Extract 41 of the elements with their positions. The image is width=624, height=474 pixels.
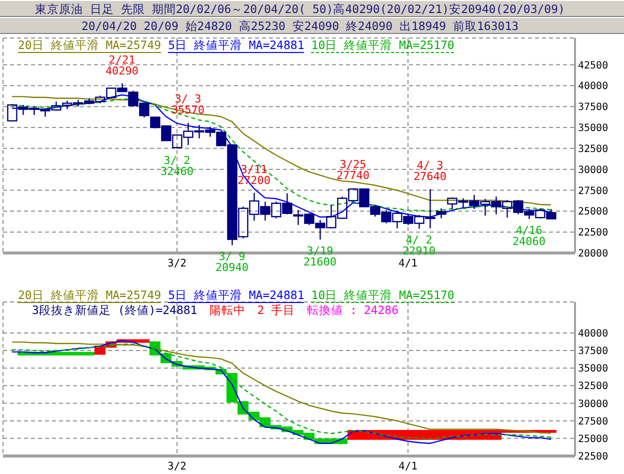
text: 10日 終値平滑 MA=25170 [311,288,454,303]
annotation: 3/ 9 20940 [215,250,249,274]
annotation: 陽転中 [209,303,246,317]
text: 5日 終値平滑 MA=24881 [168,38,304,53]
x-tick-label: 4/1 [398,257,418,270]
annotation: 3/ 2 32460 [160,154,194,178]
annotation: 4/16 24060 [512,224,546,248]
chart-title: 東京原油 日足 先限 期間20/02/06～20/04/20( 50)高40290(20/02/21)安20940(20/03/09) [0,0,624,17]
y-tick-label: 27500 [578,416,608,428]
y-tick-label: 37500 [578,346,608,358]
annotation: 2 手目 [257,303,296,317]
y-tick-label: 35000 [578,364,608,375]
y-tick-label: 35000 [578,123,608,134]
y-tick-label: 32500 [578,381,608,392]
y-tick-label: 22500 [578,228,608,239]
x-tick-label: 4/1 [398,460,418,472]
annotation: 3/25 27740 [336,158,370,182]
y-tick-label: 40000 [578,81,608,92]
annotation: 転換値 : 24286 [307,303,398,317]
y-tick-label: 40000 [578,328,608,340]
annotation: 4/ 3 27640 [413,159,447,184]
annotation: 3段抜き新値足 (終値)=24881 [32,303,198,317]
y-tick-label: 37500 [578,102,608,114]
y-tick-label: 30000 [578,398,608,410]
annotation: 3/19 21600 [303,244,337,269]
x-tick-label: 3/2 [168,257,186,270]
y-tick-label: 25000 [578,206,608,218]
text: 20日 終値平滑 MA=25749 [18,38,162,53]
x-tick-label: 3/2 [168,460,186,472]
y-tick-label: 22500 [578,452,608,463]
y-tick-label: 25000 [578,434,608,445]
y-tick-label: 27500 [578,186,608,197]
text: 5日 終値平滑 MA=24881 [168,288,304,303]
y-tick-label: 32500 [578,144,608,155]
y-tick-label: 20000 [578,248,608,260]
text: 10日 終値平滑 MA=25170 [311,38,454,53]
chart-subtitle: 20/04/20 20/09 始24820 高25230 安24090 終24090 出18949 前取163013 [0,17,624,34]
y-tick-label: 30000 [578,164,608,176]
y-tick-label: 42500 [578,60,608,72]
annotation: 2/21 40290 [105,53,139,78]
text: 20日 終値平滑 MA=25749 [18,288,162,303]
